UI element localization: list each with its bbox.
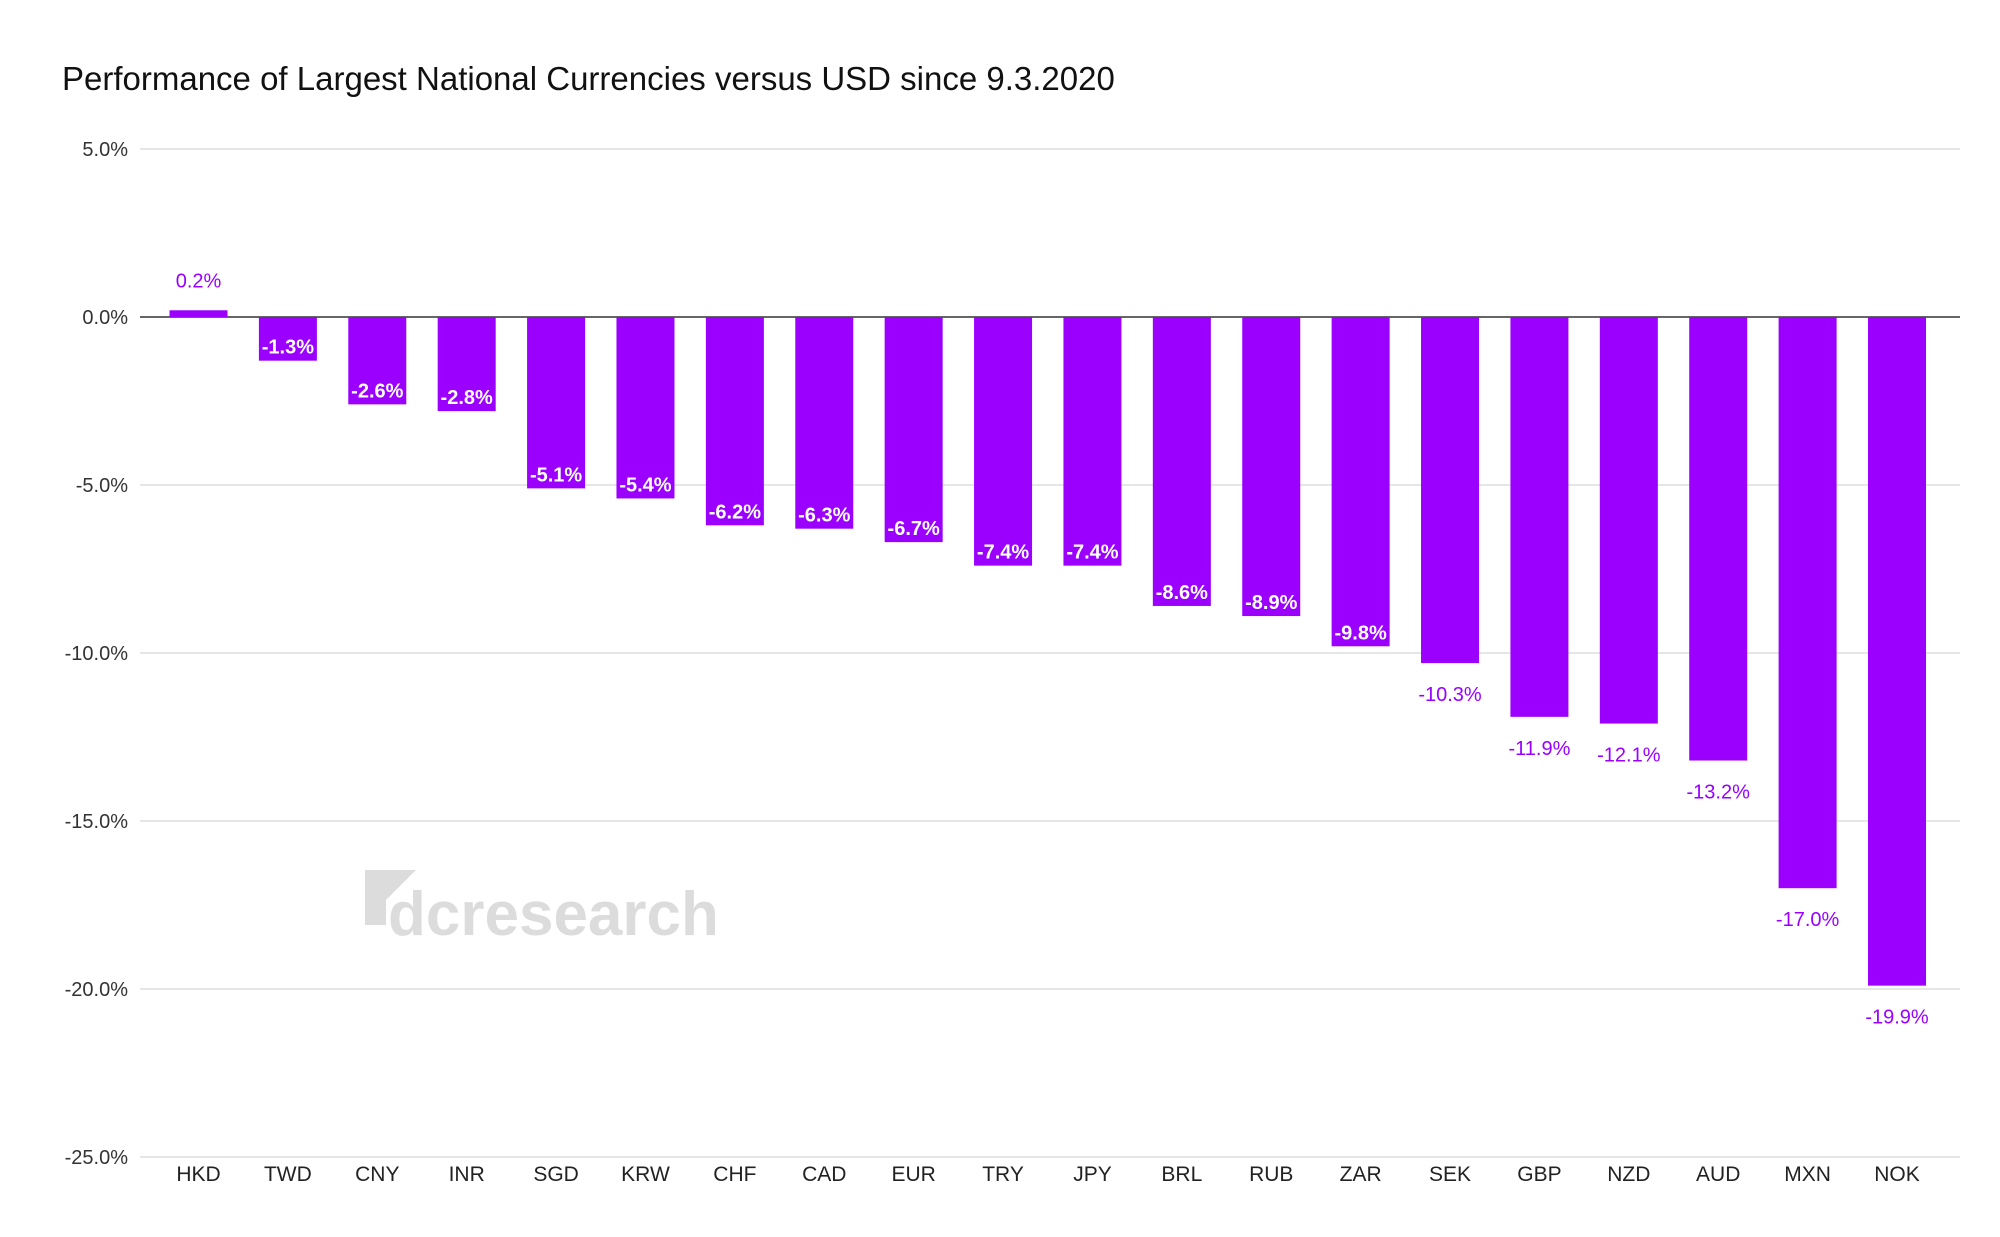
y-tick-label: -10.0%	[65, 643, 129, 665]
watermark-logo-icon	[365, 870, 416, 925]
bar-nzd	[1599, 317, 1658, 724]
y-tick-label: -20.0%	[65, 979, 129, 1001]
bar-eur	[884, 317, 943, 543]
bar-rub	[1242, 317, 1301, 617]
data-label: -5.1%	[530, 464, 582, 486]
data-label: -11.9%	[1508, 738, 1570, 760]
data-label: -13.2%	[1687, 782, 1751, 804]
y-tick-label: -15.0%	[65, 811, 129, 833]
x-tick-label: JPY	[1073, 1163, 1112, 1186]
x-tick-label: CAD	[802, 1163, 846, 1186]
data-label: -7.4%	[977, 542, 1029, 564]
data-label: 0.2%	[176, 270, 222, 292]
y-axis-ticks: 5.0% 0.0% -5.0% -10.0% -15.0% -20.0% -25.0%	[65, 139, 129, 1169]
bar-jpy	[1063, 317, 1122, 566]
x-tick-label: SGD	[533, 1163, 579, 1186]
x-tick-label: GBP	[1517, 1163, 1561, 1186]
x-tick-label: KRW	[621, 1163, 670, 1186]
data-label: -1.3%	[262, 337, 314, 359]
x-tick-label: BRL	[1161, 1163, 1202, 1186]
x-tick-label: NOK	[1874, 1163, 1920, 1186]
data-label: -6.3%	[798, 505, 850, 527]
grid-lines	[140, 148, 1960, 1158]
x-tick-label: TWD	[264, 1163, 312, 1186]
data-label: -8.6%	[1156, 582, 1208, 604]
chart-title: Performance of Largest National Currenci…	[62, 60, 1115, 97]
y-tick-label: -25.0%	[65, 1147, 129, 1169]
bar-cny	[348, 317, 407, 405]
data-label: -17.0%	[1776, 909, 1840, 931]
bar-try	[974, 317, 1033, 566]
data-labels: 0.2% -1.3% -2.6% -2.8% -5.1% -5.4% -6.2% -6.3% -…	[176, 270, 1929, 1028]
x-tick-label: MXN	[1784, 1163, 1831, 1186]
bar-inr	[437, 317, 496, 412]
bar-cad	[795, 317, 854, 529]
data-label: -10.3%	[1418, 684, 1482, 706]
data-label: -9.8%	[1335, 622, 1387, 644]
x-tick-label: AUD	[1696, 1163, 1740, 1186]
data-label: -12.1%	[1597, 745, 1661, 767]
bar-chf	[705, 317, 764, 526]
bar-hkd	[169, 310, 228, 317]
data-label: -6.7%	[888, 518, 940, 540]
bar-krw	[616, 317, 675, 499]
watermark-text: dcresearch	[388, 880, 719, 949]
x-tick-label: EUR	[891, 1163, 935, 1186]
bar-brl	[1152, 317, 1211, 606]
data-label: -19.9%	[1865, 1007, 1929, 1029]
x-tick-label: ZAR	[1340, 1163, 1382, 1186]
x-tick-label: CHF	[713, 1163, 756, 1186]
data-label: -2.6%	[351, 380, 403, 402]
data-label: -8.9%	[1245, 592, 1297, 614]
bar-sek	[1421, 317, 1480, 664]
x-axis-ticks: HKD TWD CNY INR SGD KRW CHF CAD EUR TRY JPY BRL RUB Z…	[176, 1163, 1919, 1186]
x-tick-label: INR	[449, 1163, 485, 1186]
bar-twd	[258, 317, 317, 361]
x-tick-label: RUB	[1249, 1163, 1293, 1186]
bar-gbp	[1510, 317, 1569, 717]
x-tick-label: TRY	[982, 1163, 1024, 1186]
y-tick-label: -5.0%	[76, 475, 128, 497]
bar-zar	[1331, 317, 1390, 647]
y-tick-label: 5.0%	[82, 139, 128, 161]
bars	[169, 310, 1926, 986]
data-label: -5.4%	[619, 474, 671, 496]
watermark-logo: dcresearch	[365, 870, 719, 949]
bar-mxn	[1778, 317, 1837, 889]
x-tick-label: NZD	[1607, 1163, 1650, 1186]
data-label: -2.8%	[441, 387, 493, 409]
x-tick-label: HKD	[176, 1163, 220, 1186]
data-label: -6.2%	[709, 501, 761, 523]
bar-aud	[1689, 317, 1748, 761]
x-tick-label: CNY	[355, 1163, 399, 1186]
y-tick-label: 0.0%	[82, 307, 128, 329]
bar-nok	[1868, 317, 1926, 986]
x-tick-label: SEK	[1429, 1163, 1471, 1186]
data-label: -7.4%	[1066, 542, 1118, 564]
bar-sgd	[527, 317, 586, 489]
